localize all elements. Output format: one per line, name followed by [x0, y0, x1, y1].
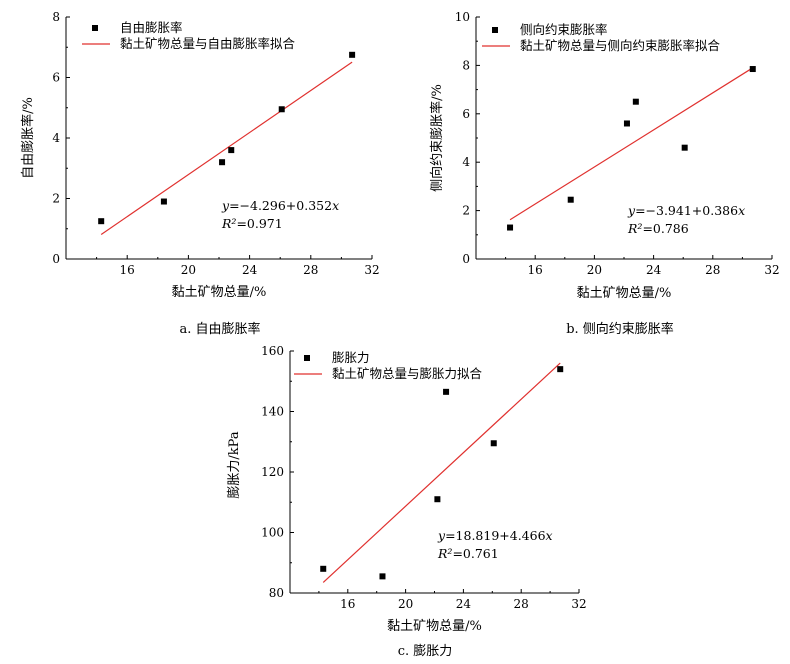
y-tick-label: 2 — [52, 192, 60, 206]
x-tick-label: 16 — [120, 263, 135, 277]
panel-caption: a. 自由膨胀率 — [179, 321, 260, 337]
fit-equation-rhs: =18.819+4.466 — [445, 528, 546, 543]
y-tick-label: 0 — [52, 252, 60, 266]
fit-equation-x: x — [332, 198, 339, 213]
fit-equation: y=−3.941+0.386x — [627, 203, 745, 218]
fit-line — [509, 67, 754, 221]
y-axis-label: 膨胀力/kPa — [227, 431, 242, 498]
fit-equation-y: y — [627, 203, 636, 218]
x-axis-label: 黏土矿物总量/% — [577, 285, 672, 301]
y-tick-label: 6 — [462, 107, 470, 121]
legend-label-fit: 黏土矿物总量与侧向约束膨胀率拟合 — [520, 38, 721, 53]
r-squared-label: R² — [437, 546, 452, 561]
data-point — [160, 198, 167, 205]
fit-line — [100, 61, 353, 235]
x-tick-label: 20 — [398, 597, 413, 611]
data-point — [443, 388, 450, 395]
r-squared-value: =0.971 — [236, 216, 282, 231]
y-tick-label: 4 — [462, 155, 470, 169]
fit-line — [322, 362, 561, 583]
y-tick-label: 160 — [261, 344, 284, 358]
chart-panel-3: 16 20 24 28 32 80 100 120 140 160 黏土矿物总量/% 膨胀力/kPa 膨… — [227, 344, 587, 659]
panel-caption: b. 侧向约束膨胀率 — [566, 321, 674, 337]
y-tick-label: 0 — [462, 252, 470, 266]
r-squared-label: R² — [627, 221, 642, 236]
x-tick-label: 32 — [571, 597, 586, 611]
fit-equation-rhs: =−3.941+0.386 — [635, 203, 738, 218]
y-tick-label: 6 — [52, 71, 60, 85]
data-point — [379, 573, 386, 580]
r-squared-value: =0.761 — [452, 546, 498, 561]
r-squared: R²=0.786 — [627, 221, 689, 236]
x-tick-label: 24 — [646, 263, 662, 277]
data-point — [320, 565, 327, 572]
data-point — [349, 51, 356, 58]
y-tick-label: 8 — [462, 58, 470, 72]
x-tick-label: 28 — [303, 263, 318, 277]
data-point — [490, 440, 497, 447]
legend-label-points: 自由膨胀率 — [120, 20, 183, 35]
data-point — [278, 106, 285, 113]
x-tick-label: 28 — [514, 597, 529, 611]
legend-marker-points — [92, 25, 98, 31]
x-tick-label: 32 — [364, 263, 379, 277]
data-point — [507, 224, 514, 231]
x-tick-label: 24 — [456, 597, 472, 611]
data-point — [749, 66, 756, 73]
data-point — [98, 218, 105, 225]
x-tick-label: 20 — [181, 263, 196, 277]
x-tick-label: 16 — [340, 597, 355, 611]
r-squared-value: =0.786 — [642, 221, 688, 236]
data-point — [681, 144, 688, 151]
x-axis-label: 黏土矿物总量/% — [387, 618, 482, 634]
fit-equation-y: y — [221, 198, 230, 213]
data-point — [557, 366, 564, 373]
x-tick-label: 28 — [705, 263, 720, 277]
data-point — [623, 120, 630, 127]
fit-equation-x: x — [738, 203, 745, 218]
chart-panel-2: 16 20 24 28 320246810黏土矿物总量/%侧向约束膨胀率/%侧向约束膨胀… — [429, 10, 780, 337]
x-axis-label: 黏土矿物总量/% — [172, 284, 267, 300]
y-axis-label: 侧向约束膨胀率/% — [429, 84, 445, 192]
legend-marker-points — [304, 355, 310, 361]
fit-equation-x: x — [546, 528, 553, 543]
fit-equation-y: y — [437, 528, 446, 543]
data-point — [632, 98, 639, 105]
x-tick-label: 32 — [764, 263, 779, 277]
fit-equation: y=−4.296+0.352x — [221, 198, 339, 213]
fit-equation-rhs: =−4.296+0.352 — [229, 198, 332, 213]
data-point — [567, 196, 574, 203]
y-tick-label: 10 — [455, 10, 470, 24]
legend-label-points: 膨胀力 — [332, 350, 370, 365]
panel-caption: c. 膨胀力 — [398, 644, 453, 659]
y-tick-label: 100 — [261, 526, 284, 540]
legend-label-fit: 黏土矿物总量与膨胀力拟合 — [332, 366, 483, 381]
chart-panel-1: 16 20 24 28 3202468黏土矿物总量/%自由膨胀率/%自由膨胀率黏土矿物总… — [20, 10, 380, 337]
legend-label-points: 侧向约束膨胀率 — [520, 22, 608, 37]
x-tick-label: 20 — [587, 263, 602, 277]
r-squared: R²=0.971 — [221, 216, 283, 231]
y-tick-label: 80 — [269, 586, 284, 600]
data-point — [434, 496, 441, 503]
y-tick-label: 2 — [462, 204, 470, 218]
r-squared-label: R² — [221, 216, 236, 231]
legend-label-fit: 黏土矿物总量与自由膨胀率拟合 — [120, 36, 296, 51]
fit-equation: y=18.819+4.466x — [437, 528, 553, 543]
y-tick-label: 4 — [52, 131, 60, 145]
data-point — [219, 159, 226, 166]
x-tick-label: 24 — [242, 263, 258, 277]
data-point — [228, 147, 235, 154]
y-tick-label: 120 — [261, 465, 284, 479]
x-tick-label: 16 — [528, 263, 543, 277]
y-tick-label: 8 — [52, 10, 60, 24]
legend-marker-points — [492, 27, 498, 33]
y-tick-label: 140 — [261, 405, 284, 419]
y-axis-label: 自由膨胀率/% — [20, 97, 36, 179]
r-squared: R²=0.761 — [437, 546, 499, 561]
